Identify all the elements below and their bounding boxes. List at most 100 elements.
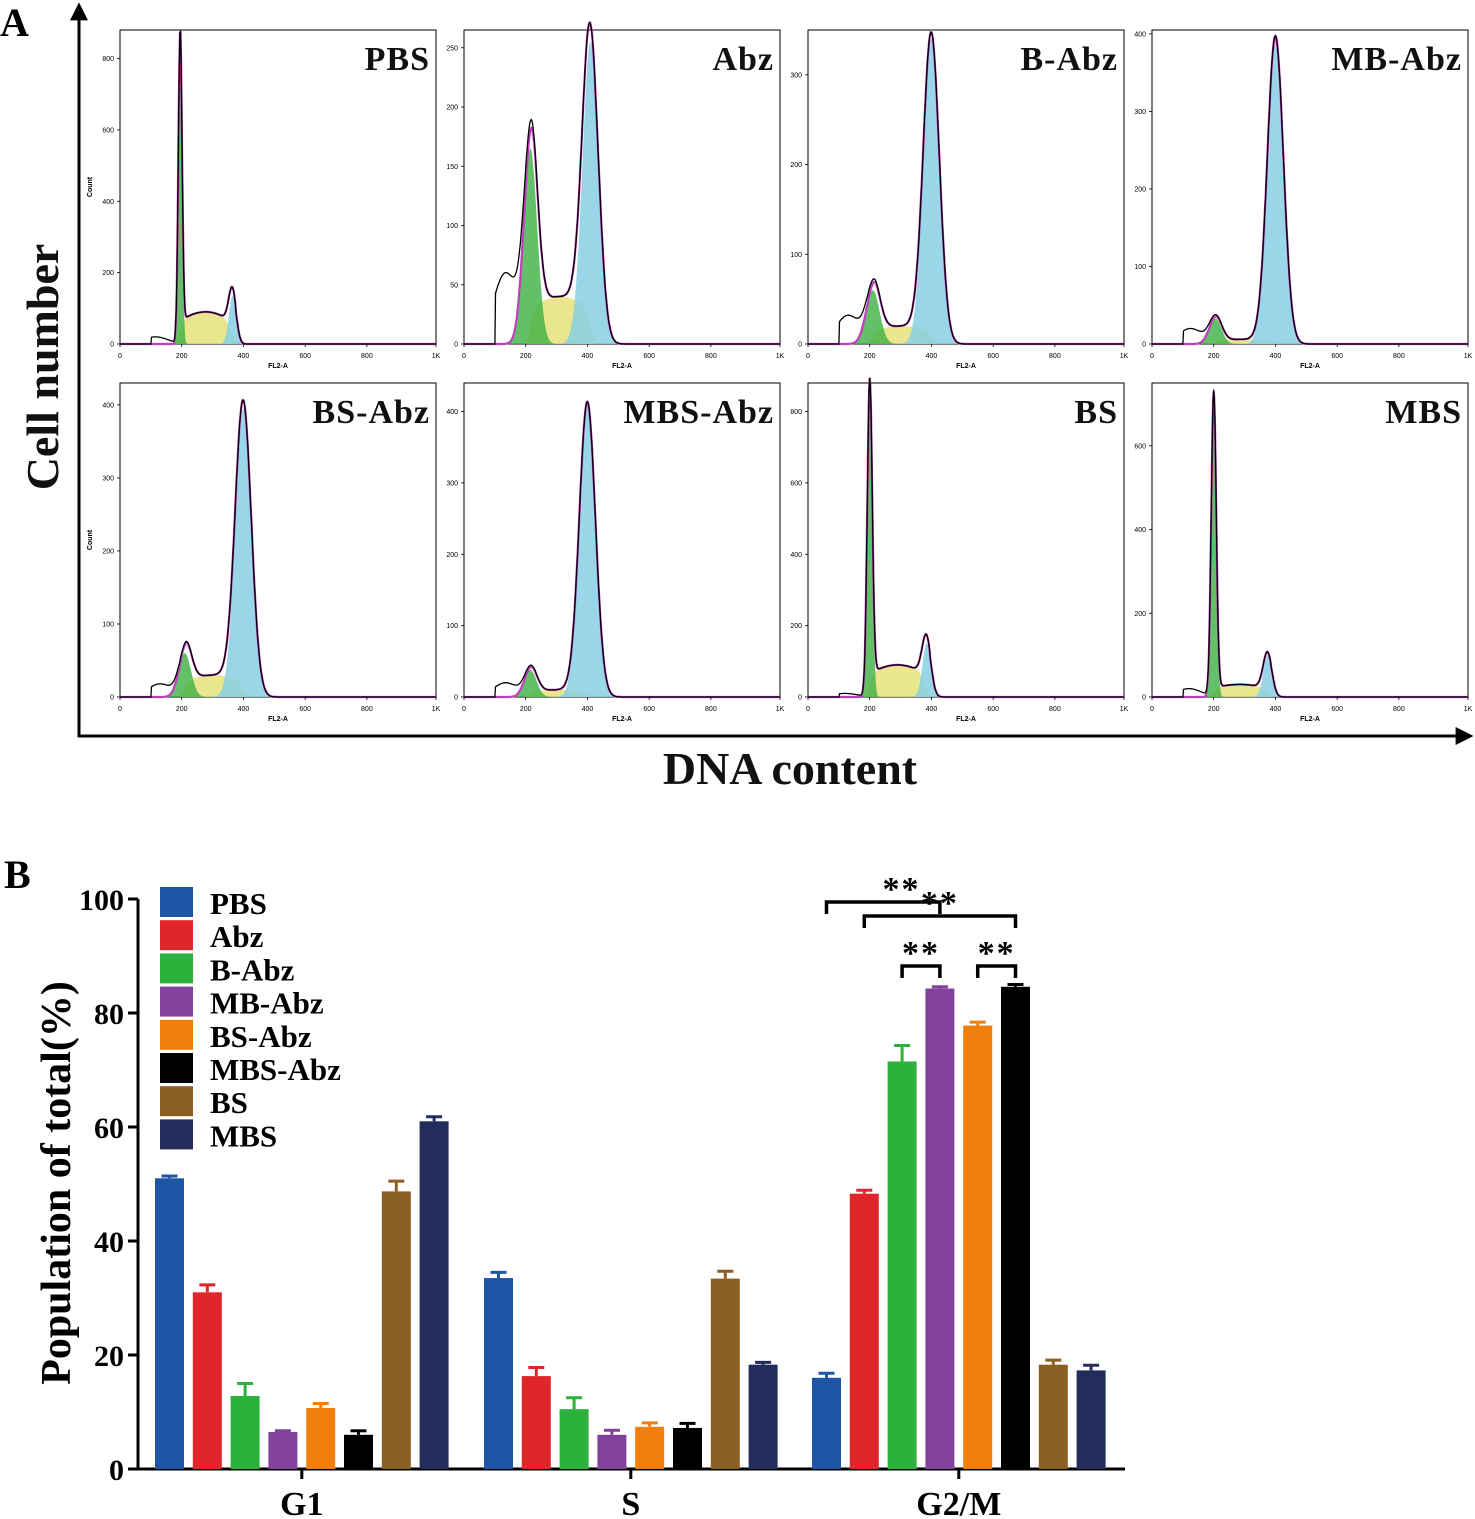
bar — [1001, 986, 1030, 1469]
legend-swatch — [160, 920, 193, 951]
histogram-title: MB-Abz — [1331, 41, 1462, 78]
histogram-ytick-label: 200 — [446, 105, 458, 112]
histogram-ytick-label: 400 — [102, 402, 114, 409]
histogram-title: MBS-Abz — [623, 394, 774, 431]
significance-bracket — [824, 900, 942, 914]
histogram-ytick-label: 0 — [1142, 695, 1146, 702]
histogram-ytick-label: 400 — [102, 199, 114, 206]
histogram-xtick-label: 0 — [806, 353, 810, 360]
histogram-xtick-label: 200 — [176, 353, 188, 360]
histogram-ytick-label: 100 — [790, 252, 802, 259]
histogram-frame — [119, 29, 437, 345]
legend-label: BS-Abz — [210, 1019, 312, 1054]
panel-a-ylabel: Cell number — [17, 244, 68, 491]
bar-chart-category-label: G2/M — [916, 1486, 1001, 1519]
bar — [597, 1434, 627, 1469]
bar — [963, 1025, 993, 1469]
g1-phase-area — [1184, 318, 1247, 344]
significance-label: ** — [902, 935, 940, 972]
legend-swatch — [160, 953, 193, 984]
bar — [710, 1278, 740, 1469]
bar-chart: 0 20 40 60 80 100 G1 S G2/M PBSAbzB-AbzMB-AbzBS-A… — [79, 871, 1125, 1519]
histogram-title: BS-Abz — [313, 394, 430, 431]
histogram-xtick-label: 0 — [118, 706, 122, 713]
histogram-xtick-label: 800 — [705, 353, 717, 360]
histogram-ytick-label: 150 — [446, 164, 458, 171]
significance-label: ** — [921, 885, 959, 922]
histogram-frame — [807, 382, 1125, 698]
g1-phase-area — [499, 669, 562, 697]
histogram-ytick-label: 400 — [1134, 527, 1146, 534]
bar — [381, 1191, 411, 1469]
histogram-ytick-label: 0 — [798, 342, 802, 349]
g1-phase-area — [838, 290, 907, 344]
histogram-ytick-label: 100 — [446, 623, 458, 630]
g2m-phase-area — [1246, 655, 1290, 697]
histogram-xtick-label: 600 — [643, 353, 655, 360]
histogram-xtick-label: 1K — [1464, 706, 1473, 713]
histogram-panel: MBS-Abz 0 100 200 300 400 0 200 400 600 800 1K FL2-A — [446, 382, 785, 723]
histogram-panel: B-Abz 0 100 200 300 0 200 400 600 800 1K FL2-A — [790, 29, 1129, 370]
histogram-panel: MBS 0 200 400 600 0 200 400 600 800 1K FL2-A — [1134, 382, 1473, 723]
panel-b-letter: B — [4, 852, 31, 897]
histogram-xtick-label: 0 — [462, 353, 466, 360]
histogram-xtick-label: 400 — [926, 706, 938, 713]
bar-chart-ylabel: Population of total(%) — [34, 981, 80, 1385]
histogram-xtick-label: 600 — [643, 706, 655, 713]
histogram-frame — [1151, 382, 1469, 698]
histogram-title: BS — [1074, 394, 1118, 431]
significance-label: ** — [978, 935, 1016, 972]
histogram-xtick-label: 400 — [238, 353, 250, 360]
bar — [849, 1193, 879, 1469]
histogram-xtick-label: 800 — [1049, 706, 1061, 713]
legend-label: B-Abz — [210, 952, 295, 987]
histogram-ytick-label: 400 — [1134, 31, 1146, 38]
histogram-xtick-label: 200 — [864, 706, 876, 713]
histogram-ytick-label: 100 — [1134, 264, 1146, 271]
legend-swatch — [160, 1119, 193, 1150]
histogram-xtick-label: 600 — [1331, 353, 1343, 360]
histogram-ytick-label: 200 — [102, 270, 114, 277]
histogram-frame — [1151, 29, 1469, 345]
histogram-xtick-label: 1K — [1120, 706, 1129, 713]
histogram-xtick-label: 600 — [987, 353, 999, 360]
bar-chart-category-label: G1 — [280, 1486, 323, 1519]
histogram-ylabel: Count — [87, 176, 94, 197]
histogram-ytick-label: 250 — [446, 45, 458, 52]
bar-chart-category-label: S — [621, 1486, 640, 1519]
histogram-xlabel: FL2-A — [612, 363, 632, 370]
histogram-xtick-label: 600 — [299, 706, 311, 713]
histogram-ytick-label: 100 — [102, 621, 114, 628]
histogram-ytick-label: 600 — [102, 127, 114, 134]
raw-histogram-line — [1152, 389, 1468, 698]
legend-label: MBS — [210, 1118, 277, 1153]
histogram-xtick-label: 400 — [1270, 353, 1282, 360]
histogram-xtick-label: 800 — [705, 706, 717, 713]
histogram-ytick-label: 200 — [790, 162, 802, 169]
histogram-xtick-label: 600 — [987, 706, 999, 713]
histogram-xtick-label: 400 — [238, 706, 250, 713]
histogram-panel: BS-Abz 0 100 200 300 400 0 200 400 600 800 1K FL2-A C… — [87, 382, 441, 723]
bar — [559, 1409, 589, 1469]
s-phase-area — [174, 311, 238, 344]
histogram-xlabel: FL2-A — [268, 363, 288, 370]
histogram-frame — [807, 29, 1125, 345]
histogram-xtick-label: 800 — [361, 706, 373, 713]
bar — [1076, 1370, 1106, 1469]
bar — [268, 1431, 298, 1469]
g2m-phase-area — [214, 295, 252, 344]
histogram-ytick-label: 0 — [110, 342, 114, 349]
raw-histogram-line — [464, 21, 780, 345]
s-phase-area — [863, 664, 932, 697]
legend-label: MBS-Abz — [210, 1052, 341, 1087]
histogram-ylabel: Count — [87, 529, 94, 550]
g1-phase-area — [153, 653, 216, 697]
legend-swatch — [160, 1053, 193, 1083]
histogram-xtick-label: 200 — [864, 353, 876, 360]
bar — [484, 1278, 513, 1469]
legend-label: PBS — [210, 886, 267, 921]
histogram-xtick-label: 600 — [1331, 706, 1343, 713]
histogram-ytick-label: 200 — [1134, 186, 1146, 193]
histogram-xtick-label: 1K — [776, 706, 785, 713]
histogram-xtick-label: 1K — [432, 706, 441, 713]
